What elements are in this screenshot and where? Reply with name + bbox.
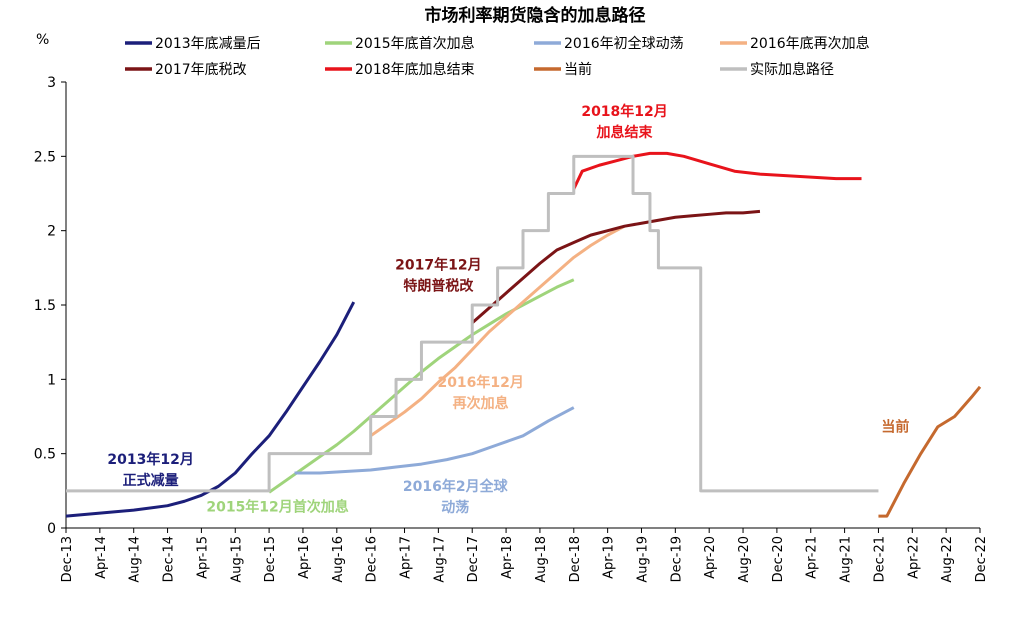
x-tick-label: Dec-18 (568, 536, 583, 582)
x-tick-label: Apr-18 (500, 536, 515, 579)
x-tick-label: Dec-14 (162, 536, 177, 582)
series-line-4 (471, 209, 761, 324)
series-line-3 (369, 224, 626, 438)
x-tick-label: Apr-17 (399, 536, 414, 579)
series-group (65, 151, 982, 518)
legend-label: 2015年底首次加息 (355, 35, 475, 52)
annotation-label: 2018年12月 (581, 103, 667, 120)
annotation-label: 正式减量 (123, 472, 179, 489)
x-tick-label: Apr-20 (703, 536, 718, 579)
x-tick-label: Aug-15 (229, 536, 244, 583)
y-tick-label: 2.5 (34, 149, 56, 165)
annotation-label: 再次加息 (453, 395, 509, 412)
annotation-label: 动荡 (441, 499, 469, 516)
x-tick-label: Apr-15 (195, 536, 210, 579)
x-tick-label: Aug-21 (839, 536, 854, 583)
legend-label: 实际加息路径 (750, 61, 834, 78)
series-line-5 (572, 151, 862, 190)
x-tick-label: Aug-14 (128, 536, 143, 583)
annotation-label: 2013年12月 (107, 451, 193, 468)
y-tick-label: 0 (47, 521, 56, 537)
legend-label: 当前 (564, 61, 592, 78)
legend-label: 2017年底税改 (155, 62, 247, 78)
x-tick-label: Aug-20 (737, 536, 752, 583)
annotation-label: 2016年12月 (437, 374, 523, 391)
y-tick-label: 1.5 (34, 298, 56, 314)
x-tick-label: Aug-16 (331, 536, 346, 583)
series-line-6 (878, 385, 982, 518)
legend: 2013年底减量后 2015年底首次加息 2016年初全球动荡 2016年底再次加息 2… (125, 35, 870, 78)
annotation-label: 加息结束 (596, 124, 654, 141)
annotation-label: 特朗普税改 (403, 277, 474, 294)
legend-label: 2018年底加息结束 (355, 61, 475, 78)
legend-label: 2016年初全球动荡 (564, 35, 684, 52)
x-tick-label: Dec-15 (263, 536, 278, 582)
legend-label: 2013年底减量后 (155, 36, 261, 52)
x-tick-label: Dec-22 (974, 536, 989, 582)
x-tick-label: Aug-17 (432, 536, 447, 583)
legend-label: 2016年底再次加息 (750, 35, 870, 52)
annotation-label: 2015年12月首次加息 (206, 499, 348, 516)
annotation-label: 2017年12月 (395, 256, 481, 273)
series-line-2 (294, 406, 575, 475)
x-tick-label: Apr-16 (297, 536, 312, 579)
y-tick-label: 1 (47, 372, 56, 388)
x-tick-label: Apr-21 (805, 536, 820, 579)
x-tick-label: Dec-19 (669, 536, 684, 582)
x-tick-label: Apr-19 (602, 536, 617, 579)
annotation-label: 当前 (881, 418, 909, 435)
x-tick-label: Dec-16 (365, 536, 380, 582)
axes: 0 0.5 1 1.5 2 2.5 3 Dec-13 Apr-14 Aug-14 Dec-14 Apr… (34, 75, 989, 583)
y-tick-label: 0.5 (34, 447, 56, 463)
x-tick-label: Dec-21 (872, 536, 887, 582)
x-tick-label: Aug-19 (635, 536, 650, 583)
x-tick-label: Apr-14 (94, 536, 109, 579)
series-line-1 (268, 278, 575, 494)
x-tick-label: Dec-17 (466, 536, 481, 582)
annotation-label: 2016年2月全球 (403, 478, 509, 495)
x-tick-label: Aug-18 (534, 536, 549, 583)
series-line-0 (65, 301, 356, 518)
x-tick-label: Apr-22 (906, 536, 921, 579)
y-tick-label: 3 (47, 75, 56, 91)
y-tick-label: 2 (47, 224, 56, 240)
y-axis-label: % (36, 32, 49, 48)
x-tick-label: Aug-22 (940, 536, 955, 583)
series-line-7 (66, 154, 879, 493)
chart-title: 市场利率期货隐含的加息路径 (425, 5, 646, 26)
x-tick-label: Dec-13 (60, 536, 75, 582)
x-tick-label: Dec-20 (771, 536, 786, 582)
